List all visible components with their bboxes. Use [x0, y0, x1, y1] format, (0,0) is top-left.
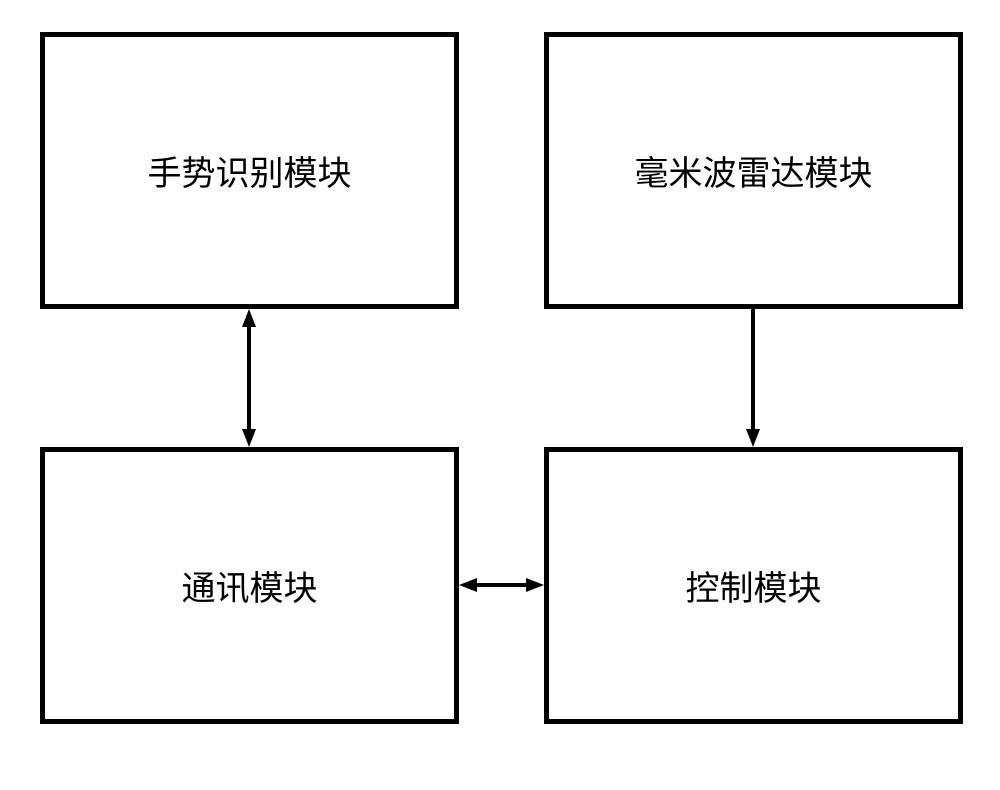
- node-label: 通讯模块: [182, 561, 318, 610]
- node-label: 控制模块: [686, 561, 822, 610]
- node-control: 控制模块: [544, 447, 963, 724]
- node-mmwave-radar: 毫米波雷达模块: [544, 32, 963, 309]
- node-label: 手势识别模块: [148, 146, 352, 195]
- node-label: 毫米波雷达模块: [635, 146, 873, 195]
- node-communication: 通讯模块: [40, 447, 459, 724]
- diagram-canvas: 手势识别模块 毫米波雷达模块 通讯模块 控制模块: [0, 0, 1000, 790]
- node-gesture-recognition: 手势识别模块: [40, 32, 459, 309]
